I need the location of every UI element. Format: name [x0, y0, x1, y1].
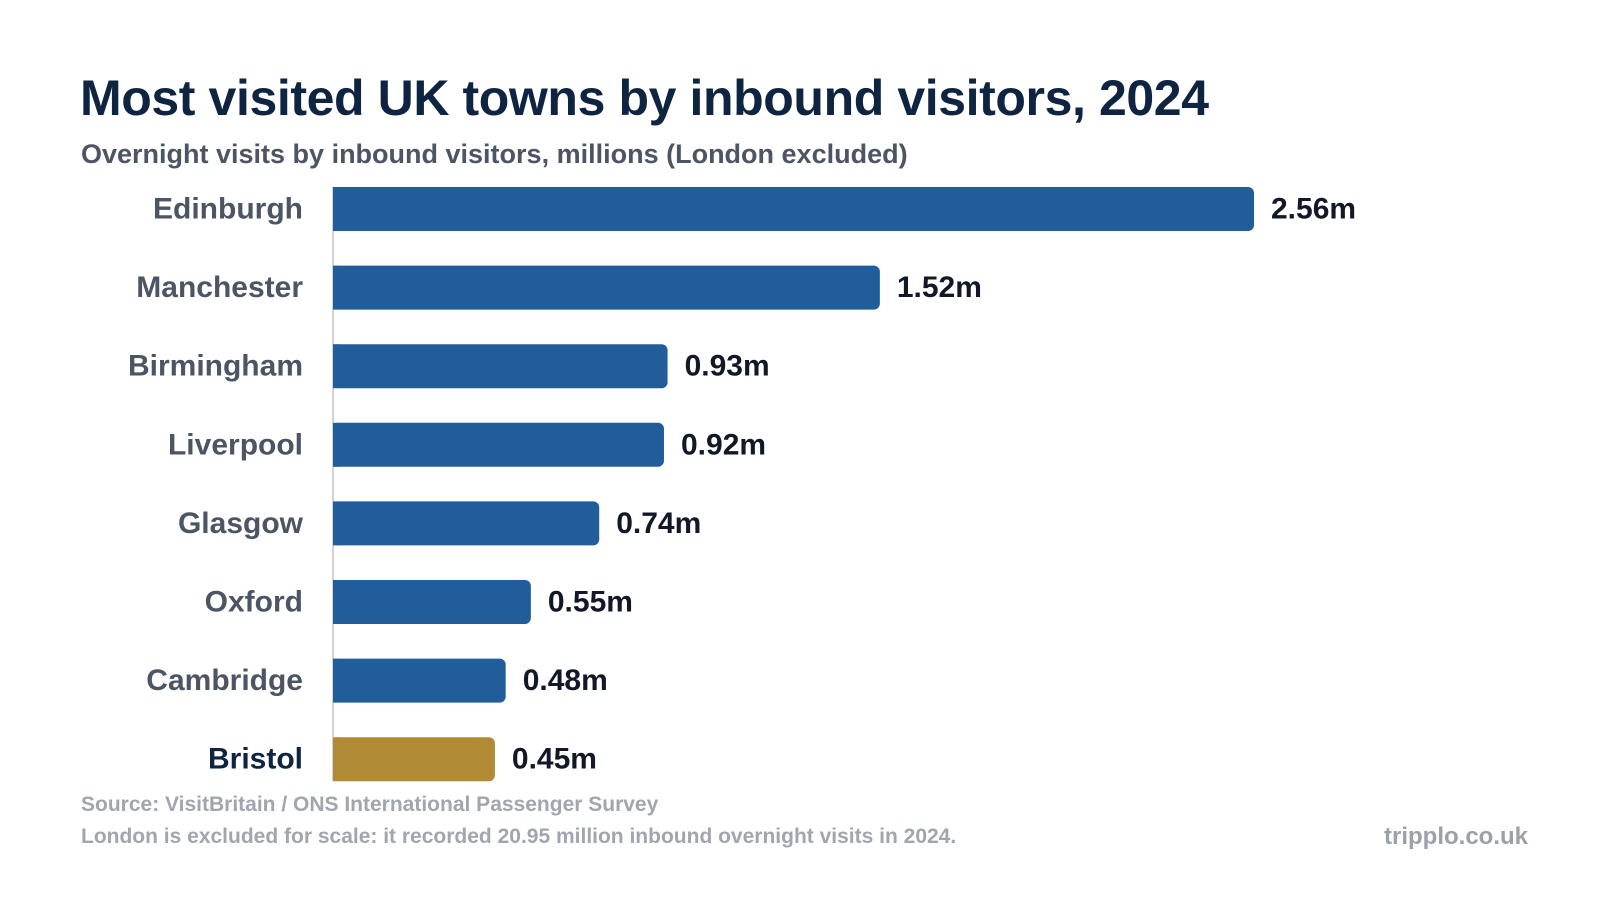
bar-manchester — [333, 265, 880, 310]
value-label: 0.45m — [512, 743, 597, 776]
bar-bristol — [333, 737, 495, 782]
value-label: 2.56m — [1271, 193, 1356, 226]
bar-glasgow — [333, 501, 600, 546]
bar-left-edge-liverpool — [333, 422, 339, 467]
bar-left-edge-oxford — [333, 580, 339, 624]
bar-liverpool — [333, 422, 664, 467]
bar-cambridge — [333, 658, 506, 703]
london-note: London is excluded for scale: it recorde… — [81, 825, 957, 848]
category-label: Cambridge — [146, 664, 303, 697]
value-label: 0.92m — [681, 428, 766, 461]
category-label: Glasgow — [178, 507, 304, 540]
bar-left-edge-manchester — [333, 265, 339, 310]
category-label: Liverpool — [168, 428, 303, 461]
bar-left-edge-edinburgh — [333, 187, 339, 231]
category-label: Edinburgh — [153, 193, 303, 226]
bar-left-edge-cambridge — [333, 658, 339, 703]
source-note: Source: VisitBritain / ONS International… — [81, 793, 659, 816]
value-label: 0.74m — [616, 507, 701, 540]
chart-subtitle: Overnight visits by inbound visitors, mi… — [81, 139, 908, 169]
bar-edinburgh — [333, 187, 1254, 231]
site-credit: tripplo.co.uk — [1384, 823, 1528, 850]
chart-title: Most visited UK towns by inbound visitor… — [80, 70, 1209, 126]
category-label: Oxford — [205, 586, 303, 619]
value-label: 0.93m — [685, 350, 770, 383]
bar-left-edge-birmingham — [333, 344, 339, 389]
bar-left-edge-glasgow — [333, 501, 339, 546]
category-label: Birmingham — [128, 350, 303, 383]
category-label: Manchester — [136, 271, 303, 304]
value-label: 0.48m — [523, 664, 608, 697]
value-label: 1.52m — [897, 271, 982, 304]
bar-left-edge-bristol — [333, 737, 339, 782]
value-label: 0.55m — [548, 586, 633, 619]
bar-birmingham — [333, 344, 668, 389]
category-label: Bristol — [208, 743, 303, 776]
bar-oxford — [333, 580, 531, 624]
